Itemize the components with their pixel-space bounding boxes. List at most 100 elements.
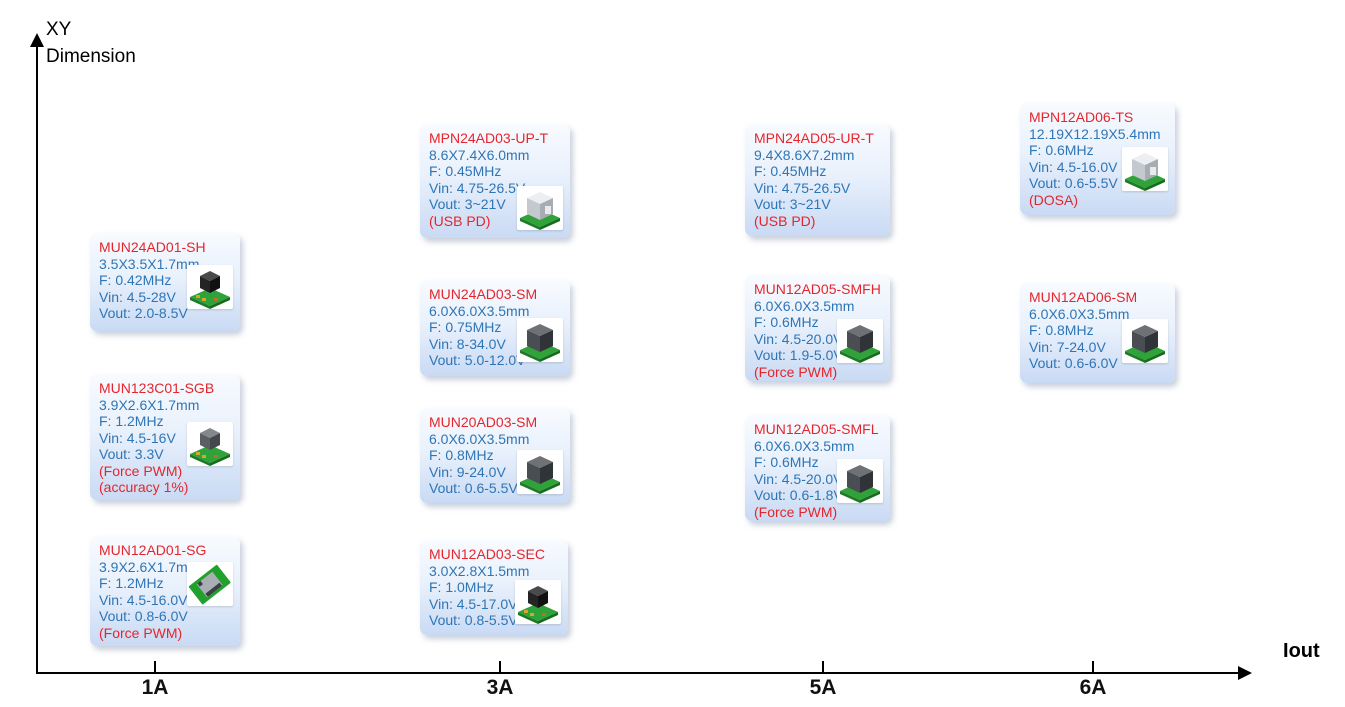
- product-note: (Force PWM): [754, 363, 838, 380]
- product-card-mun12ad03-sec: MUN12AD03-SEC 3.0X2.8X1.5mm F: 1.0MHz Vin: …: [420, 540, 568, 635]
- product-note: (USB PD): [429, 212, 491, 229]
- product-spec: F: 1.2MHz: [99, 413, 164, 429]
- product-name: MUN12AD06-SM: [1029, 289, 1138, 305]
- x-axis-tick-label: 5A: [809, 676, 837, 699]
- product-note: (Force PWM): [99, 624, 183, 641]
- cube-dark-module-icon: [837, 319, 883, 363]
- chip-black-module-icon: [515, 580, 561, 624]
- x-axis-title: Iout: [1283, 640, 1320, 663]
- product-spec: Vin: 4.5-28V: [99, 288, 176, 305]
- product-name: MUN12AD03-SEC: [429, 546, 545, 562]
- product-spec: F: 1.0MHz: [429, 579, 494, 595]
- product-name: MUN123C01-SGB: [99, 380, 215, 396]
- x-axis: [36, 672, 1242, 674]
- product-card-mun20ad03-sm: MUN20AD03-SM 6.0X6.0X3.5mm F: 0.8MHz Vin: 9…: [420, 408, 570, 503]
- product-name: MPN24AD05-UR-T: [754, 130, 874, 146]
- y-axis-title: XY Dimension: [46, 16, 136, 70]
- product-spec: Vin: 4.5-20.0V: [754, 330, 843, 347]
- product-spec: Vout: 0.8-5.5V: [429, 612, 518, 628]
- product-name: MUN20AD03-SM: [429, 414, 538, 430]
- product-spec: Vout: 0.6-5.5V: [429, 480, 518, 496]
- cube-silver-module-icon: [1122, 147, 1168, 191]
- product-spec: 6.0X6.0X3.5mm: [754, 297, 855, 314]
- product-note: (Force PWM): [99, 462, 183, 479]
- product-spec: F: 1.2MHz: [99, 575, 164, 591]
- x-axis-tick-label: 3A: [486, 676, 514, 699]
- product-spec: 3.0X2.8X1.5mm: [429, 562, 530, 579]
- product-spec: F: 0.8MHz: [1029, 322, 1094, 338]
- board-tilt-module-icon: [187, 562, 233, 606]
- product-card-mpn12ad06-ts: MPN12AD06-TS 12.19X12.19X5.4mm F: 0.6MHz Vi…: [1020, 103, 1175, 215]
- product-name: MPN12AD06-TS: [1029, 109, 1134, 125]
- product-spec: Vin: 4.75-26.5V: [754, 179, 851, 196]
- product-spec: F: 0.45MHz: [754, 163, 827, 179]
- product-spec: 12.19X12.19X5.4mm: [1029, 125, 1161, 142]
- x-axis-tick: [154, 661, 156, 673]
- product-spec: Vout: 3~21V: [429, 196, 506, 212]
- product-spec: 3.5X3.5X1.7mm: [99, 255, 200, 272]
- product-note: (USB PD): [754, 212, 816, 229]
- product-spec: Vin: 9-24.0V: [429, 463, 506, 480]
- product-card-mpn24ad03-up-t: MPN24AD03-UP-T 8.6X7.4X6.0mm F: 0.45MHz Vin…: [420, 124, 570, 238]
- product-spec: Vout: 3~21V: [754, 196, 831, 212]
- product-spec: Vout: 3.3V: [99, 446, 164, 462]
- product-name: MUN12AD05-SMFH: [754, 281, 881, 297]
- x-axis-tick-label: 6A: [1079, 676, 1107, 699]
- product-spec: 6.0X6.0X3.5mm: [429, 430, 530, 447]
- product-name: MUN12AD05-SMFL: [754, 421, 879, 437]
- product-note: (DOSA): [1029, 191, 1078, 208]
- product-spec: F: 0.8MHz: [429, 447, 494, 463]
- x-axis-title-bold: I: [1283, 640, 1289, 662]
- x-axis-tick: [1092, 661, 1094, 673]
- product-spec: Vout: 0.6-6.0V: [1029, 355, 1118, 371]
- product-spec: Vin: 4.5-17.0V: [429, 595, 518, 612]
- product-spec: Vin: 4.5-20.0V: [754, 470, 843, 487]
- x-axis-tick: [499, 661, 501, 673]
- product-note: (Force PWM): [754, 503, 838, 520]
- y-axis-title-line1: XY: [46, 19, 72, 40]
- product-spec: Vin: 4.75-26.5V: [429, 179, 526, 196]
- product-card-mpn24ad05-ur-t: MPN24AD05-UR-T 9.4X8.6X7.2mm F: 0.45MHz Vin…: [745, 124, 890, 236]
- product-spec: Vin: 4.5-16.0V: [1029, 158, 1118, 175]
- product-name: MPN24AD03-UP-T: [429, 130, 549, 146]
- product-spec: Vout: 1.9-5.0V: [754, 347, 843, 363]
- chip-gray-module-icon: [187, 422, 233, 466]
- product-spec: F: 0.6MHz: [1029, 142, 1094, 158]
- x-axis-title-rest: out: [1288, 640, 1320, 662]
- chip-black-module-icon: [187, 265, 233, 309]
- product-card-mun24ad01-sh: MUN24AD01-SH 3.5X3.5X1.7mm F: 0.42MHz Vin: …: [90, 233, 240, 331]
- cube-silver-module-icon: [517, 186, 563, 230]
- product-card-mun24ad03-sm: MUN24AD03-SM 6.0X6.0X3.5mm F: 0.75MHz Vin: …: [420, 280, 570, 376]
- product-spec: 8.6X7.4X6.0mm: [429, 146, 530, 163]
- product-spec: Vin: 8-34.0V: [429, 335, 506, 352]
- product-card-mun12ad05-smfl: MUN12AD05-SMFL 6.0X6.0X3.5mm F: 0.6MHz Vin:…: [745, 415, 890, 521]
- product-spec: F: 0.45MHz: [429, 163, 502, 179]
- y-axis-arrow-icon: [30, 33, 44, 47]
- y-axis-title-line2: Dimension: [46, 46, 136, 67]
- product-spec: Vout: 5.0-12.0V: [429, 352, 526, 368]
- product-spec: 3.9X2.6X1.7mm: [99, 396, 200, 413]
- product-spec: 6.0X6.0X3.5mm: [1029, 305, 1130, 322]
- product-note: (accuracy 1%): [99, 479, 189, 495]
- product-spec: F: 0.75MHz: [429, 319, 502, 335]
- product-card-mun123c01-sgb: MUN123C01-SGB 3.9X2.6X1.7mm F: 1.2MHz Vin: …: [90, 374, 240, 500]
- x-axis-tick: [822, 661, 824, 673]
- x-axis-arrow-icon: [1238, 666, 1252, 680]
- product-spec: Vout: 2.0-8.5V: [99, 305, 188, 321]
- product-spec: 3.9X2.6X1.7mm: [99, 558, 200, 575]
- cube-dark-module-icon: [517, 450, 563, 494]
- product-spec: F: 0.6MHz: [754, 454, 819, 470]
- product-card-mun12ad01-sg: MUN12AD01-SG 3.9X2.6X1.7mm F: 1.2MHz Vin: 4…: [90, 536, 240, 646]
- cube-dark-module-icon: [517, 318, 563, 362]
- cube-dark-module-icon: [1122, 319, 1168, 363]
- product-spec: Vout: 0.6-5.5V: [1029, 175, 1118, 191]
- product-name: MUN24AD03-SM: [429, 286, 538, 302]
- product-card-mun12ad05-smfh: MUN12AD05-SMFH 6.0X6.0X3.5mm F: 0.6MHz Vin:…: [745, 275, 890, 381]
- product-spec: Vin: 4.5-16.0V: [99, 591, 188, 608]
- product-spec: Vout: 0.6-1.8V: [754, 487, 843, 503]
- product-name: MUN24AD01-SH: [99, 239, 206, 255]
- x-axis-tick-label: 1A: [141, 676, 169, 699]
- product-card-mun12ad06-sm: MUN12AD06-SM 6.0X6.0X3.5mm F: 0.8MHz Vin: 7…: [1020, 283, 1175, 383]
- product-spec: Vin: 7-24.0V: [1029, 338, 1106, 355]
